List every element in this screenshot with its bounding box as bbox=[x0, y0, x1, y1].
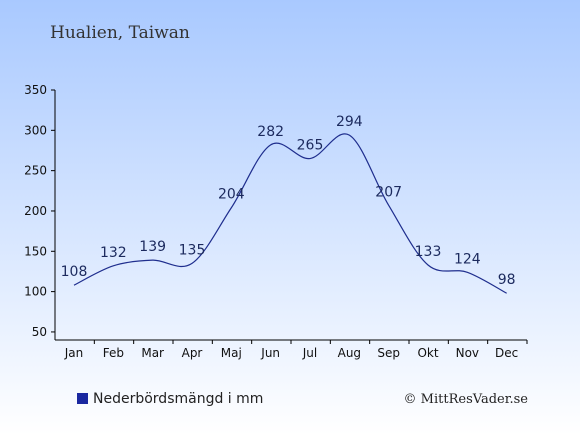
y-tick-label: 350 bbox=[24, 83, 47, 97]
x-tick-label: Dec bbox=[495, 346, 518, 360]
x-tick-label: Aug bbox=[338, 346, 361, 360]
data-label: 265 bbox=[297, 138, 324, 154]
data-label: 294 bbox=[336, 114, 363, 130]
x-tick-label: Apr bbox=[182, 346, 203, 360]
data-label: 108 bbox=[61, 264, 88, 280]
data-label: 207 bbox=[375, 184, 402, 200]
x-tick-label: Nov bbox=[456, 346, 479, 360]
data-label: 132 bbox=[100, 245, 127, 261]
credit-text: © MittResVader.se bbox=[404, 392, 529, 407]
location-title: Hualien, Taiwan bbox=[50, 23, 190, 43]
x-tick-label: Feb bbox=[103, 346, 124, 360]
data-label: 139 bbox=[139, 239, 166, 255]
series-group bbox=[73, 133, 507, 294]
x-tick-label: Jan bbox=[64, 346, 84, 360]
legend-label: Nederbördsmängd i mm bbox=[93, 391, 263, 407]
data-label: 124 bbox=[454, 251, 481, 267]
x-tick-label: Maj bbox=[221, 346, 242, 360]
data-label: 133 bbox=[415, 244, 442, 260]
data-labels: 108 132 139 135 204 282 265 294 207 133 124 98 bbox=[61, 114, 516, 288]
x-tick-label: Mar bbox=[141, 346, 164, 360]
data-label: 204 bbox=[218, 187, 245, 203]
y-tick-label: 150 bbox=[24, 244, 47, 258]
data-label: 282 bbox=[257, 124, 284, 140]
y-tick-label: 100 bbox=[24, 285, 47, 299]
legend-swatch bbox=[77, 393, 88, 404]
data-label: 98 bbox=[498, 272, 516, 288]
x-tick-label: Jul bbox=[302, 346, 317, 360]
axes: 50 100 150 200 250 300 350 Jan Feb Mar Apr Maj Jun Ju… bbox=[24, 83, 528, 360]
y-tick-label: 250 bbox=[24, 164, 47, 178]
y-tick-label: 200 bbox=[24, 204, 47, 218]
y-tick-label: 50 bbox=[32, 325, 47, 339]
data-label: 135 bbox=[179, 242, 206, 258]
series-line bbox=[73, 133, 507, 294]
x-tick-label: Sep bbox=[377, 346, 400, 360]
y-tick-label: 300 bbox=[24, 123, 47, 137]
x-tick-label: Okt bbox=[417, 346, 438, 360]
x-tick-label: Jun bbox=[260, 346, 280, 360]
